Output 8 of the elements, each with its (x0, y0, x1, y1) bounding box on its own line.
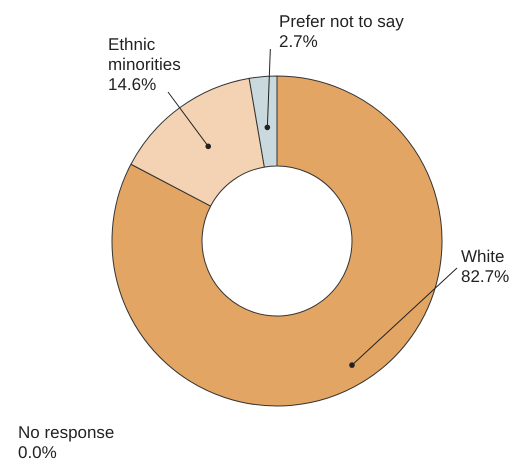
text: 0.0% (18, 443, 57, 462)
data-label: 82.7% (461, 267, 510, 286)
category-label: No response (18, 423, 114, 442)
data-label: 2.7% (279, 32, 318, 51)
slice-label: White (461, 247, 504, 266)
slice-label: Prefer not to say (279, 12, 404, 31)
slice-label: Ethnic minorities (108, 35, 181, 74)
data-label: 14.6% (108, 75, 156, 94)
